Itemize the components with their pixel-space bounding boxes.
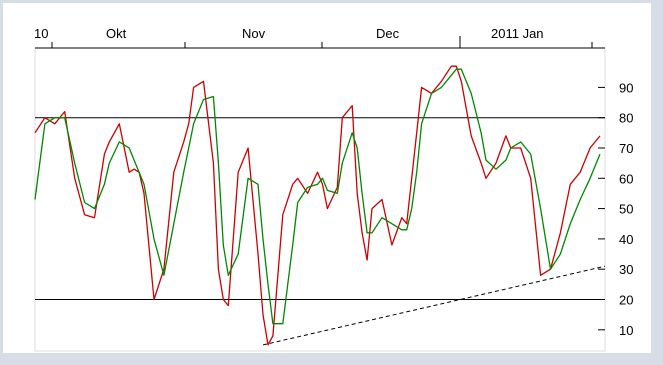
plot-area [34,47,606,352]
y-tick-label-10: 10 [619,323,633,338]
trend-line [262,265,606,346]
y-tick-label-80: 80 [619,111,633,126]
x-axis-labels: 10 Okt Nov Dec 2011 Jan [34,26,544,41]
x-axis-ticks [51,36,593,48]
series-lines [34,65,606,346]
x-tick-label-dec: Dec [376,26,400,41]
x-tick-label-10: 10 [34,26,48,41]
x-tick-label-2011-jan: 2011 Jan [491,26,544,41]
x-tick-label-nov: Nov [242,26,266,41]
y-tick-label-40: 40 [619,232,633,247]
fast-line [34,65,601,346]
y-axis: 10 20 30 40 50 60 70 80 90 [598,80,633,338]
y-tick-label-30: 30 [619,262,633,277]
y-tick-label-50: 50 [619,202,633,217]
y-tick-label-70: 70 [619,141,633,156]
x-tick-label-okt: Okt [106,26,127,41]
reference-lines [35,117,605,300]
slow-line [34,68,601,325]
y-tick-label-20: 20 [619,292,633,307]
y-tick-label-60: 60 [619,171,633,186]
y-tick-label-90: 90 [619,80,633,95]
